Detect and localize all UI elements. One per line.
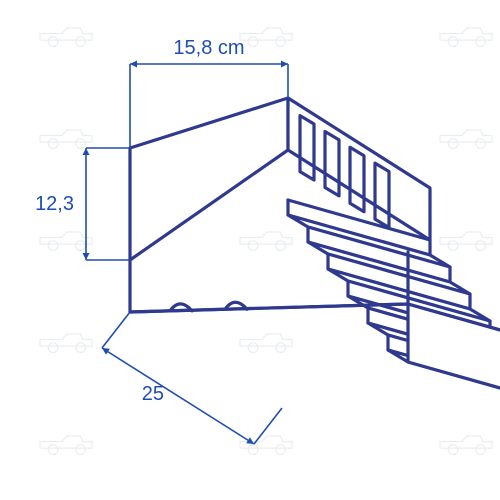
watermark-wheel-icon	[448, 37, 458, 47]
dimension-line-depth	[102, 348, 254, 444]
watermark-wheel-icon	[276, 37, 286, 47]
watermark-wheel-icon	[48, 139, 58, 149]
watermark-wheel-icon	[276, 445, 286, 455]
dimension-extension	[102, 312, 130, 348]
watermark-wheel-icon	[448, 139, 458, 149]
watermark-wheel-icon	[448, 445, 458, 455]
watermark-wheel-icon	[248, 445, 258, 455]
dimension-extension	[254, 408, 282, 444]
dimension-label-width: 15,8 cm	[173, 37, 244, 59]
watermark-wheel-icon	[248, 241, 258, 251]
watermark-wheel-icon	[448, 241, 458, 251]
watermark-wheel-icon	[48, 37, 58, 47]
watermark-wheel-icon	[48, 241, 58, 251]
watermark-wheel-icon	[476, 445, 486, 455]
watermark-wheel-icon	[476, 241, 486, 251]
watermark-wheel-icon	[476, 139, 486, 149]
watermark-wheel-icon	[76, 139, 86, 149]
technical-drawing: 15,8 cm 12,3 25	[0, 0, 500, 500]
watermark-wheel-icon	[276, 343, 286, 353]
watermark-wheel-icon	[248, 37, 258, 47]
dimension-label-depth: 25	[142, 383, 164, 405]
dimension-label-height: 12,3	[35, 193, 74, 215]
watermark-wheel-icon	[276, 241, 286, 251]
watermark-wheel-icon	[48, 343, 58, 353]
watermark-wheel-icon	[476, 37, 486, 47]
watermark-wheel-icon	[76, 37, 86, 47]
dimension-arrow-icon	[281, 61, 288, 68]
watermark-wheel-icon	[48, 445, 58, 455]
watermark-wheel-icon	[76, 343, 86, 353]
dimension-arrow-icon	[130, 61, 137, 68]
dimension-arrow-icon	[83, 148, 90, 155]
watermark-wheel-icon	[76, 445, 86, 455]
watermark-wheel-icon	[248, 343, 258, 353]
dimension-arrow-icon	[83, 253, 90, 260]
watermark-wheel-icon	[76, 241, 86, 251]
